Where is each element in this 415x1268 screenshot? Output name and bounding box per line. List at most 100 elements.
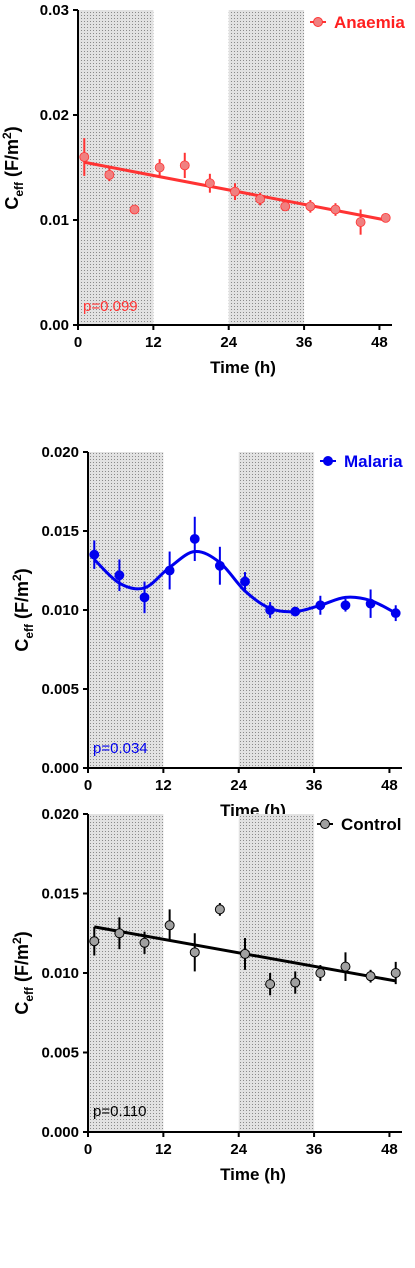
data-point — [164, 565, 175, 576]
y-tick-label: 0.02 — [40, 107, 69, 124]
data-point — [189, 534, 200, 544]
legend-label: Anaemia — [334, 13, 405, 32]
y-tick-label: 0.015 — [41, 886, 79, 903]
p-value: p=0.034 — [93, 740, 148, 757]
x-axis-label: Time (h) — [220, 1165, 286, 1184]
y-tick-label: 0.005 — [41, 1045, 79, 1062]
x-tick-label: 36 — [296, 334, 313, 351]
legend-marker — [323, 456, 333, 466]
y-label-sup: 2 — [0, 132, 14, 139]
data-point — [164, 920, 175, 931]
y-label-close: ) — [12, 568, 32, 574]
x-tick-label: 48 — [371, 334, 388, 351]
y-tick-label: 0.01 — [40, 212, 69, 229]
legend-label: Malaria — [344, 452, 403, 471]
data-point — [315, 968, 326, 978]
legend-marker — [313, 17, 323, 27]
data-point — [114, 570, 125, 581]
data-point — [154, 162, 165, 173]
data-point — [89, 549, 100, 560]
data-point — [139, 592, 150, 603]
data-point — [240, 576, 250, 587]
data-point — [189, 947, 200, 958]
y-tick-label: 0.005 — [41, 681, 79, 698]
y-label-main: C — [12, 1002, 32, 1015]
y-tick-label: 0.010 — [41, 965, 79, 982]
data-point — [265, 605, 276, 615]
data-point — [340, 961, 351, 972]
data-point — [280, 201, 291, 212]
data-point — [290, 977, 301, 988]
y-label-main: C — [2, 197, 22, 210]
data-point — [265, 979, 276, 990]
x-tick-label: 24 — [230, 1141, 247, 1158]
y-tick-label: 0.010 — [41, 602, 79, 619]
y-label-unit: (F/m — [2, 139, 22, 182]
data-point — [79, 152, 90, 162]
y-axis-label: Ceff (F/m2) — [0, 126, 26, 209]
panel-control: 0.000 0.005 0.010 0.015 0.020 0 12 24 36 48 Time (… — [10, 806, 402, 1184]
data-point — [290, 606, 301, 617]
data-point — [390, 608, 401, 619]
y-label-sub: eff — [22, 986, 36, 1002]
data-point — [104, 169, 115, 180]
y-label-close: ) — [2, 126, 22, 132]
data-point — [240, 948, 250, 959]
x-tick-label: 0 — [84, 1141, 92, 1158]
x-tick-label: 24 — [230, 777, 247, 794]
y-axis-label: Ceff (F/m2) — [10, 568, 36, 651]
shaded-interval — [238, 814, 315, 1132]
shaded-interval — [88, 452, 164, 768]
x-axis-label: Time (h) — [210, 358, 276, 377]
p-value: p=0.099 — [83, 298, 138, 315]
shaded-interval — [228, 10, 305, 325]
y-label-sub: eff — [12, 181, 26, 197]
y-axis-label: Ceff (F/m2) — [10, 931, 36, 1014]
data-point — [214, 904, 225, 915]
data-point — [305, 201, 316, 212]
data-point — [129, 204, 140, 215]
data-point — [139, 937, 150, 948]
data-point — [114, 928, 125, 939]
x-tick-label: 24 — [220, 334, 237, 351]
y-tick-label: 0.03 — [40, 2, 69, 19]
y-tick-label: 0.000 — [41, 1124, 79, 1141]
y-tick-label: 0.020 — [41, 806, 79, 823]
y-label-unit: (F/m — [12, 944, 32, 987]
x-tick-label: 12 — [145, 334, 162, 351]
x-tick-label: 36 — [306, 777, 323, 794]
data-point — [390, 968, 401, 978]
data-point — [230, 186, 240, 197]
data-point — [89, 936, 100, 947]
y-tick-label: 0.020 — [41, 444, 79, 461]
panel-anaemia: 0.00 0.01 0.02 0.03 0 12 24 36 48 Time (h) Ceff (F… — [0, 2, 405, 377]
data-point — [330, 204, 341, 215]
y-tick-label: 0.000 — [41, 760, 79, 777]
legend-label: Control — [341, 815, 401, 834]
data-point — [365, 971, 376, 982]
shaded-interval — [88, 814, 164, 1132]
data-point — [365, 598, 376, 609]
p-value: p=0.110 — [93, 1103, 147, 1120]
y-label-unit: (F/m — [12, 581, 32, 624]
y-tick-label: 0.00 — [40, 317, 69, 334]
x-tick-label: 12 — [155, 1141, 172, 1158]
x-tick-label: 48 — [381, 1141, 398, 1158]
y-label-sup: 2 — [10, 937, 24, 944]
x-tick-label: 0 — [74, 334, 82, 351]
y-label-sub: eff — [22, 623, 36, 639]
x-tick-label: 36 — [306, 1141, 323, 1158]
data-point — [255, 194, 266, 204]
data-point — [204, 178, 215, 189]
x-tick-label: 48 — [381, 777, 398, 794]
legend-marker — [320, 819, 330, 829]
data-point — [380, 212, 391, 223]
data-point — [179, 160, 190, 171]
data-point — [214, 560, 225, 571]
y-label-sup: 2 — [10, 574, 24, 581]
x-tick-label: 12 — [155, 777, 172, 794]
data-point — [340, 600, 351, 611]
y-label-close: ) — [12, 931, 32, 937]
y-label-main: C — [12, 639, 32, 652]
